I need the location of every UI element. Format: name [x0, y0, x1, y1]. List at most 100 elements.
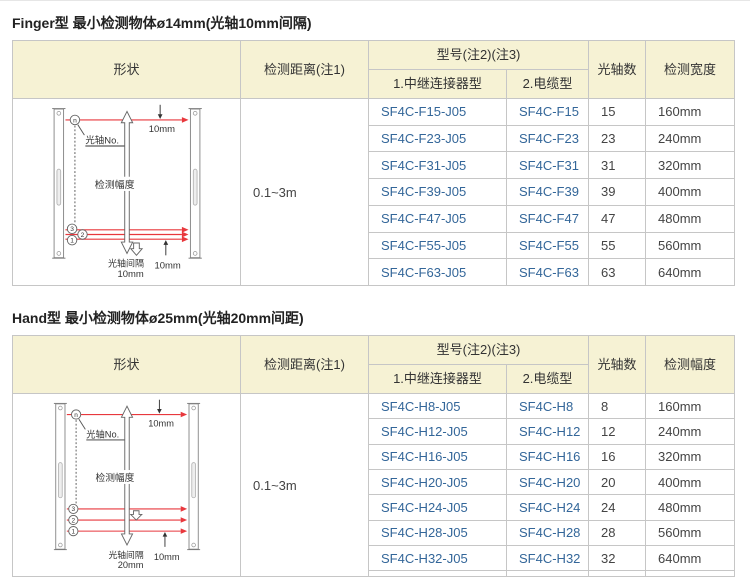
model-cable-link[interactable]: SF4C-F47	[506, 204, 589, 233]
model-cable-link[interactable]: SF4C-H8	[506, 392, 589, 420]
model-cable-link[interactable]: SF4C-F23	[506, 124, 589, 153]
axis-no-leader-line	[77, 418, 86, 430]
interval-pointer-arrow	[129, 510, 143, 521]
axis-no-leader-line	[76, 124, 85, 136]
model-connector-link[interactable]: SF4C-H28-J05	[368, 519, 507, 546]
model-cable-link[interactable]: SF4C-H24	[506, 494, 589, 521]
axes-count: 20	[588, 468, 646, 496]
col-header-distance: 检测距离(注1)	[240, 335, 369, 394]
model-cable-link[interactable]: SF4C-F15	[506, 98, 589, 126]
model-connector-link[interactable]: SF4C-H20-J05	[368, 468, 507, 496]
svg-text:3: 3	[71, 506, 75, 513]
col-header-model-group: 型号(注2)(注3)	[368, 40, 589, 70]
svg-text:n: n	[73, 117, 77, 124]
model-connector-link[interactable]: SF4C-F15-J05	[368, 98, 507, 126]
detect-width-label-bg	[94, 470, 137, 484]
model-cable-link[interactable]: SF4C-H16	[506, 443, 589, 470]
model-cable-link[interactable]: SF4C-H32	[506, 544, 589, 572]
model-connector-link[interactable]: SF4C-F39-J05	[368, 178, 507, 206]
model-connector-link[interactable]: SF4C-H24-J05	[368, 494, 507, 521]
detection-distance-value: 0.1~3m	[240, 98, 369, 286]
table-row: SF4C-F23-J05 SF4C-F23 23 240mm	[13, 124, 735, 153]
axes-count: 28	[588, 519, 646, 546]
finger-table-title: Finger型 最小检测物体ø14mm(光轴10mm间隔)	[12, 15, 312, 31]
model-connector-link[interactable]: SF4C-H8-J05	[368, 392, 507, 420]
col-header-cable-type: 2.电缆型	[506, 364, 589, 394]
sensor-bar-left	[51, 108, 66, 259]
beam-number-circles: n 3 2 1	[66, 114, 88, 246]
table-row: SF4C-F55-J05 SF4C-F55 55 560mm	[13, 231, 735, 260]
model-connector-link[interactable]: SF4C-F47-J05	[368, 204, 507, 233]
detection-width: 400mm	[645, 468, 735, 496]
beam-arrowheads	[180, 411, 187, 534]
col-header-model-group: 型号(注2)(注3)	[368, 335, 589, 365]
shape-diagram-cell: n 3 2 1 光轴No. 检测幅度	[12, 393, 241, 577]
bottom-gap-dimension: 10mm	[153, 532, 179, 562]
detection-width: 160mm	[645, 98, 735, 126]
axes-count: 31	[588, 151, 646, 180]
col-header-connector-type: 1.中继连接器型	[368, 364, 507, 394]
axes-count: 23	[588, 124, 646, 153]
detection-width: 320mm	[645, 443, 735, 470]
model-connector-link[interactable]: SF4C-F31-J05	[368, 151, 507, 180]
detection-width: 560mm	[645, 519, 735, 546]
axes-count: 12	[588, 418, 646, 445]
beam-number-circles: n 3 2 1	[67, 409, 81, 537]
model-cable-link[interactable]	[506, 570, 589, 577]
model-connector-link[interactable]: SF4C-H32-J05	[368, 544, 507, 572]
svg-text:3: 3	[70, 226, 74, 233]
model-cable-link[interactable]: SF4C-F31	[506, 151, 589, 180]
detection-width: 640mm	[645, 258, 735, 286]
detection-width: 480mm	[645, 494, 735, 521]
col-header-cable-type: 2.电缆型	[506, 69, 589, 99]
finger-spec-table: 形状 检测距离(注1) 型号(注2)(注3) 光轴数 检测宽度 1.中继连接器型…	[12, 40, 735, 286]
model-connector-link[interactable]	[368, 570, 507, 577]
detection-width: 480mm	[645, 204, 735, 233]
axis-interval-label: 光轴间隔	[108, 258, 144, 269]
hand-spec-table: 形状 检测距离(注1) 型号(注2)(注3) 光轴数 检测幅度 1.中继连接器型…	[12, 335, 735, 577]
svg-text:10mm: 10mm	[148, 419, 174, 429]
axis-interval-value: 20mm	[117, 560, 143, 570]
axis-no-label: 光轴No.	[85, 135, 119, 147]
sensor-bar-right	[186, 402, 201, 551]
axis-no-label: 光轴No.	[86, 429, 119, 440]
detection-width: 400mm	[645, 178, 735, 206]
detection-width	[645, 570, 735, 577]
table-row: SF4C-F47-J05 SF4C-F47 47 480mm	[13, 204, 735, 233]
svg-text:10mm: 10mm	[153, 552, 179, 562]
axes-count: 8	[588, 392, 646, 420]
model-cable-link[interactable]: SF4C-F55	[506, 231, 589, 260]
model-cable-link[interactable]: SF4C-H28	[506, 519, 589, 546]
model-cable-link[interactable]: SF4C-H20	[506, 468, 589, 496]
table-row: n 3 2 1 光轴No.	[12, 98, 735, 286]
axes-count: 39	[588, 178, 646, 206]
table-row: SF4C-H24-J05 SF4C-H24 24 480mm	[13, 494, 735, 521]
detection-width: 560mm	[645, 231, 735, 260]
model-connector-link[interactable]: SF4C-F55-J05	[368, 231, 507, 260]
model-cable-link[interactable]: SF4C-F39	[506, 178, 589, 206]
hand-table-title: Hand型 最小检测物体ø25mm(光轴20mm间距)	[12, 310, 304, 326]
detection-width: 640mm	[645, 544, 735, 572]
axes-count: 15	[588, 98, 646, 126]
model-cable-link[interactable]: SF4C-H12	[506, 418, 589, 445]
sensor-bar-left	[52, 402, 67, 551]
model-cable-link[interactable]: SF4C-F63	[506, 258, 589, 286]
interval-pointer-arrow	[129, 242, 143, 257]
bottom-gap-dimension: 10mm	[154, 240, 180, 272]
svg-text:1: 1	[70, 238, 74, 245]
svg-text:n: n	[74, 412, 78, 419]
axes-count: 24	[588, 494, 646, 521]
light-curtain-diagram-finger: n 3 2 1 光轴No.	[51, 104, 202, 280]
beam-arrowheads	[181, 117, 189, 243]
table-row: n 3 2 1 光轴No. 检测幅度	[12, 392, 735, 577]
axis-interval-value: 10mm	[117, 269, 143, 279]
model-connector-link[interactable]: SF4C-H12-J05	[368, 418, 507, 445]
sensor-bar-right	[187, 108, 202, 259]
svg-text:2: 2	[71, 517, 75, 524]
detect-width-label: 检测幅度	[95, 471, 134, 484]
model-connector-link[interactable]: SF4C-F23-J05	[368, 124, 507, 153]
axis-interval-label: 光轴间隔	[108, 549, 143, 560]
model-connector-link[interactable]: SF4C-H16-J05	[368, 443, 507, 470]
axes-count: 32	[588, 544, 646, 572]
model-connector-link[interactable]: SF4C-F63-J05	[368, 258, 507, 286]
